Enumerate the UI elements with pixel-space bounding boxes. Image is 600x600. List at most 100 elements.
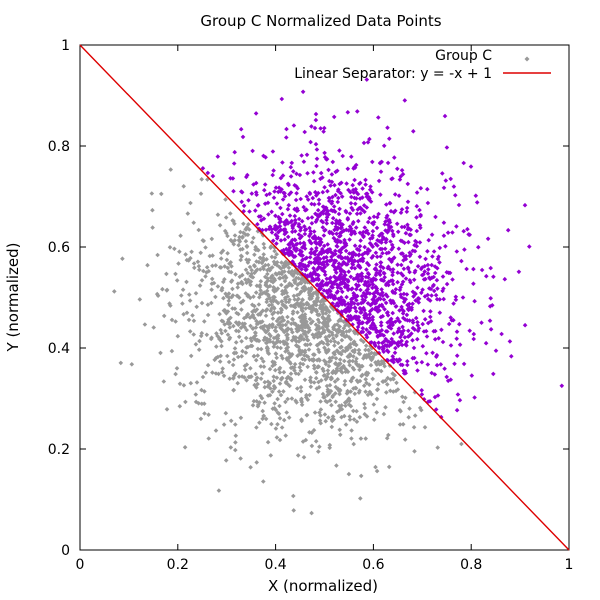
data-point-below-line [207,253,213,259]
data-point-below-line [299,399,305,405]
data-point-above-line [438,362,444,367]
data-point-above-line [460,295,466,300]
data-point-below-line [188,200,193,206]
data-point-above-line [417,254,423,260]
data-point-above-line [322,185,327,190]
data-point-below-line [361,356,366,361]
data-point-below-line [335,387,341,392]
data-point-below-line [328,358,333,364]
data-point-below-line [205,302,211,307]
data-point-above-line [279,96,285,102]
data-point-above-line [321,243,327,249]
data-point-above-line [313,211,318,217]
data-point-above-line [288,251,294,256]
data-point-below-line [231,387,237,393]
data-point-above-line [291,123,297,128]
data-point-below-line [243,335,249,341]
data-point-below-line [250,403,256,408]
x-axis-label: X (normalized) [268,577,378,595]
data-point-below-line [313,300,319,305]
data-point-above-line [433,214,438,220]
data-point-above-line [437,310,443,315]
data-point-below-line [348,345,353,350]
data-point-below-line [240,272,245,278]
data-point-above-line [340,255,345,261]
data-point-above-line [361,140,367,146]
data-point-below-line [197,283,203,288]
data-point-below-line [233,350,239,356]
data-point-below-line [197,338,202,344]
data-point-above-line [320,189,326,195]
data-point-below-line [333,356,339,361]
data-point-below-line [225,332,231,337]
data-point-above-line [407,250,412,256]
data-point-above-line [295,208,301,213]
data-point-above-line [450,230,455,235]
data-point-above-line [303,227,309,232]
data-point-below-line [277,271,282,276]
data-point-above-line [292,229,298,234]
data-point-above-line [425,362,431,367]
data-point-above-line [378,231,384,237]
data-point-below-line [227,325,233,330]
data-point-above-line [336,282,342,288]
data-point-below-line [373,464,378,470]
data-point-below-line [257,312,263,317]
data-point-above-line [287,213,293,218]
data-point-above-line [365,219,371,225]
data-point-above-line [415,323,421,328]
data-point-below-line [283,259,289,265]
data-point-above-line [396,340,401,345]
data-point-above-line [441,286,446,291]
data-point-below-line [260,264,266,270]
data-point-above-line [320,267,325,273]
data-point-below-line [278,325,283,331]
data-point-above-line [302,224,307,229]
data-point-above-line [407,232,412,238]
data-point-above-line [373,300,379,306]
data-point-above-line [317,256,323,262]
data-point-above-line [457,342,463,347]
data-point-above-line [429,262,434,268]
data-point-above-line [351,166,356,171]
data-point-above-line [353,252,359,258]
data-point-below-line [253,290,259,295]
data-point-below-line [202,411,207,416]
data-point-below-line [271,305,277,310]
data-point-above-line [391,340,397,345]
data-point-below-line [311,299,317,305]
data-point-below-line [343,323,348,328]
data-point-above-line [367,340,373,346]
data-point-above-line [397,287,403,293]
data-point-above-line [314,193,319,198]
data-point-below-line [278,345,283,351]
data-point-above-line [367,308,373,314]
data-point-above-line [376,178,382,184]
data-point-above-line [345,301,351,306]
data-point-below-line [248,343,254,349]
data-point-above-line [282,251,287,257]
data-point-above-line [316,265,322,270]
data-point-below-line [205,312,211,318]
data-point-above-line [321,233,327,238]
data-point-below-line [175,333,181,339]
data-point-above-line [387,200,393,206]
data-point-above-line [418,185,424,191]
data-point-below-line [233,440,238,445]
data-point-below-line [215,284,221,289]
data-point-below-line [316,349,322,355]
data-point-above-line [429,275,435,281]
legend-marker-group-c [524,56,530,62]
data-point-above-line [343,248,349,254]
data-point-below-line [287,354,292,360]
data-point-above-line [364,327,369,332]
data-point-above-line [434,296,440,302]
data-point-below-line [346,328,352,334]
data-point-below-line [205,362,211,368]
data-point-below-line [214,331,219,336]
data-point-below-line [176,261,181,266]
data-point-above-line [327,258,333,264]
data-point-below-line [287,383,292,389]
data-point-above-line [338,226,344,231]
data-point-above-line [292,183,297,188]
